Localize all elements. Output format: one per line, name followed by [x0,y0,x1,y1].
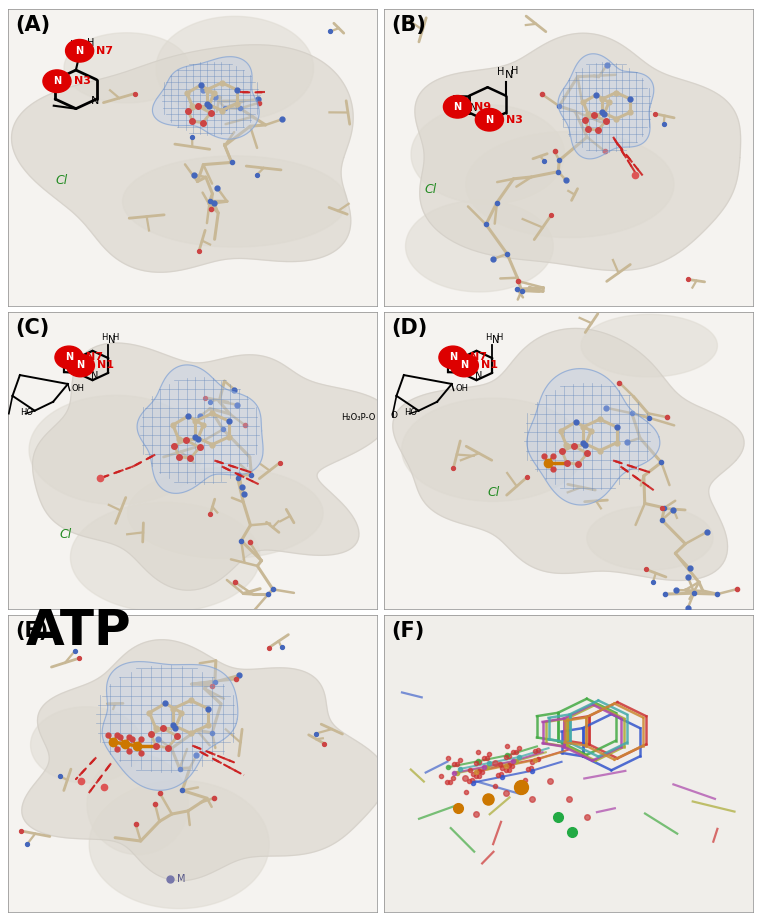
Text: N: N [108,334,116,344]
Text: N: N [65,350,73,360]
Circle shape [444,96,472,118]
Text: H: H [70,40,78,50]
Text: Cl: Cl [488,486,500,499]
Text: N3: N3 [506,115,523,124]
Polygon shape [29,395,203,505]
Text: N: N [470,103,477,113]
Text: OH: OH [72,384,84,393]
Polygon shape [11,45,353,273]
Text: N: N [77,364,84,374]
Polygon shape [64,33,189,103]
Text: N7: N7 [85,353,103,362]
Text: H: H [511,66,519,76]
Text: N7: N7 [96,46,113,56]
Polygon shape [558,53,654,159]
Polygon shape [411,105,565,204]
Text: H: H [112,332,119,342]
Text: N3: N3 [74,76,91,87]
Polygon shape [152,57,260,139]
Text: (B): (B) [392,15,426,35]
Polygon shape [22,640,387,880]
Text: (D): (D) [392,318,428,338]
Text: N: N [454,102,461,111]
Text: N: N [486,111,494,122]
Text: H: H [452,108,460,118]
Text: N: N [486,115,493,124]
Polygon shape [393,329,744,580]
Text: H₂O₃P-O: H₂O₃P-O [341,413,375,422]
Polygon shape [102,661,238,790]
Text: ATP: ATP [26,607,132,655]
Polygon shape [581,314,718,377]
Polygon shape [156,17,314,121]
Text: N: N [449,100,457,111]
Polygon shape [127,468,323,559]
Polygon shape [527,368,660,505]
Circle shape [43,70,71,92]
Text: N1: N1 [481,360,498,370]
Text: N: N [76,360,84,370]
Text: HO: HO [20,408,33,417]
Text: N: N [492,334,500,344]
Text: M: M [177,874,186,884]
Circle shape [55,346,83,368]
Text: (F): (F) [392,621,425,641]
Polygon shape [137,365,263,494]
Text: OH: OH [456,384,469,393]
Polygon shape [466,132,674,238]
Text: Cl: Cl [56,174,68,187]
Text: H: H [485,333,492,343]
Circle shape [451,355,479,377]
Text: (E): (E) [15,621,48,641]
Polygon shape [587,507,713,570]
Text: N7: N7 [470,353,486,362]
Polygon shape [30,706,142,783]
Text: H: H [87,39,94,48]
Text: H: H [101,333,107,343]
Polygon shape [123,156,347,247]
Polygon shape [71,503,260,612]
Circle shape [476,109,504,131]
Text: (A): (A) [15,15,50,35]
Text: N: N [65,353,73,362]
Circle shape [65,40,94,62]
Text: N: N [75,46,84,56]
Circle shape [439,346,467,368]
Text: O: O [391,411,398,420]
Text: N: N [460,360,469,370]
Polygon shape [87,754,188,855]
Text: N: N [91,97,99,107]
Text: (C): (C) [15,318,49,338]
Text: N: N [91,371,98,381]
Text: N: N [449,353,457,362]
Circle shape [66,355,94,377]
Text: HO: HO [404,408,417,417]
Polygon shape [415,33,740,271]
Polygon shape [402,398,584,501]
Text: N: N [449,350,457,360]
Text: N: N [461,364,469,374]
Polygon shape [406,201,553,292]
Text: H: H [497,67,504,77]
Polygon shape [33,343,390,590]
Polygon shape [89,780,269,909]
Text: N: N [505,70,514,80]
Text: Cl: Cl [59,528,72,541]
Text: N: N [53,76,61,87]
Text: N: N [475,371,482,381]
Text: H: H [496,332,502,342]
Text: N9: N9 [474,102,491,111]
Text: Cl: Cl [425,183,437,196]
Text: N1: N1 [97,360,114,370]
